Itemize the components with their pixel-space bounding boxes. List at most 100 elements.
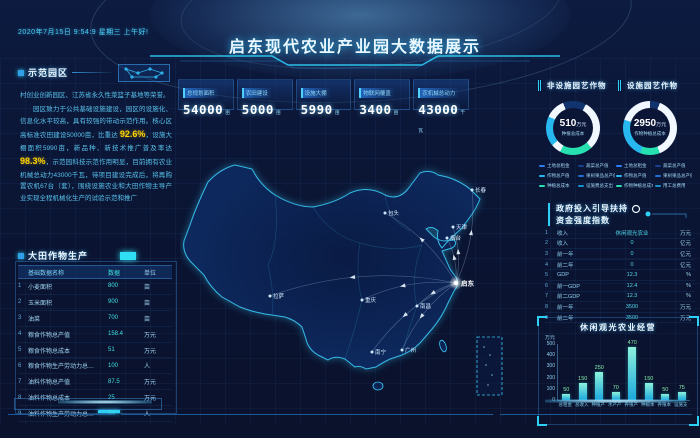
stat-label: 农机械总动力	[418, 88, 459, 98]
flight-line	[371, 282, 457, 353]
legend-marker	[578, 184, 584, 188]
stat-card: 农机械总动力 43000 千瓦	[413, 79, 469, 134]
table-body: 1 小麦面积 800 亩 2 玉米面积 900 亩 3 油菜 700 亩 4 粮食作物总产值 158.4 万元…	[18, 279, 172, 423]
row-unit: 亿元	[679, 241, 691, 248]
donut-center: 510万元 种植总成本	[553, 108, 593, 148]
city-dot-icon	[370, 350, 374, 354]
legend-label: 作物总产值	[624, 173, 647, 178]
donut-panel-title: 非设施园艺作物	[538, 80, 607, 91]
bottom-left-frame-decoration	[14, 398, 162, 410]
legend-label: 土地总租金	[624, 163, 647, 168]
bottom-line-decoration	[8, 414, 115, 415]
table-row: 4 前二年 0 亿元	[545, 260, 695, 271]
bar	[628, 347, 637, 400]
bar	[661, 394, 670, 400]
row-unit: 万元	[679, 304, 691, 311]
paragraph-line: 园区致力于公共基础设施建设，园区的设施化、信息化水平较高，具有较强的带动示范作用…	[20, 104, 172, 204]
flight-line	[384, 212, 457, 284]
table-row: 6 前一GDP 12.4%	[545, 281, 695, 292]
table-row: 3 油菜 700 亩	[18, 311, 172, 327]
city-label: 拉萨	[273, 292, 285, 300]
row-value: 12.3	[626, 272, 638, 279]
flight-arrow-icon	[419, 237, 425, 243]
stat-value-row: 43000 千瓦	[418, 101, 468, 137]
row-index: 3	[18, 315, 22, 322]
legend-item: 果树果品总产值	[655, 173, 692, 179]
gov-title-line2: 资金强度指数	[556, 215, 610, 225]
header-line-decoration	[72, 72, 113, 73]
row-unit: 万元	[144, 332, 157, 339]
row-index: 2	[545, 240, 549, 247]
legend-label: 作物总产值	[547, 173, 570, 178]
legend-item: 土地总租金	[539, 163, 576, 169]
stat-unit: 千瓦	[418, 110, 466, 134]
china-outline	[183, 164, 481, 391]
row-value: 3500	[625, 314, 639, 321]
donut-chart-facility: 2950万元 作物种植总成本	[623, 101, 677, 155]
bar	[677, 391, 686, 400]
flight-arrow-icon	[468, 229, 473, 236]
legend-marker	[655, 184, 661, 188]
legend-item: 设施费总支出	[578, 183, 615, 189]
row-unit: 万元	[144, 348, 157, 355]
row-unit: 人	[144, 364, 151, 371]
x-axis-label: 种植产	[591, 402, 606, 407]
legend-label: 果树果品总产值	[586, 173, 615, 178]
y-tick-label: 400	[546, 352, 555, 359]
row-name: 小麦面积	[28, 284, 53, 291]
bar-value-label: 75	[678, 384, 685, 391]
city-dot-icon	[415, 304, 419, 308]
table-row: 2 收入 0 亿元	[545, 239, 695, 250]
row-unit: 万元	[144, 380, 157, 387]
flight-arrow-icon	[419, 313, 425, 319]
table-row: 5 粮食作物总成本 51 万元	[18, 343, 172, 359]
table-row: 7 前二GDP 12.3%	[545, 292, 695, 303]
gov-header-decoration	[631, 204, 687, 218]
field-crops-table: 基础数据名称 数据 单位 1 小麦面积 800 亩 2 玉米面积 900 亩 3 油菜 700 亩 4 粮…	[18, 265, 172, 423]
row-unit: 万元	[679, 230, 691, 237]
legend-marker	[616, 164, 622, 168]
bar-slot: 150	[641, 376, 656, 400]
bottom-line-decoration	[500, 414, 692, 415]
legend-item: 作物种植总成本	[616, 183, 653, 189]
flight-line	[361, 281, 457, 301]
city-label: 包头	[388, 209, 400, 217]
bar-slot: 50	[559, 387, 574, 400]
legend-label: 用工总费用	[663, 183, 686, 188]
circuit-decoration-icon	[118, 64, 170, 82]
donut-center-value: 2950万元	[633, 118, 667, 129]
row-unit: 万元	[144, 393, 170, 402]
stat-value: 5000	[241, 102, 274, 117]
frame-accent-decoration	[98, 410, 120, 413]
south-china-sea-inset	[476, 336, 503, 396]
stat-value: 3400	[359, 102, 392, 117]
row-value: 800	[108, 283, 119, 290]
row-name: 油料作物总产值	[28, 380, 71, 387]
table-row: 4 粮食作物总产值 158.4 万元	[18, 327, 172, 343]
column-header: 单位	[144, 270, 157, 277]
donut-panel-title: 设施园艺作物	[618, 80, 678, 91]
row-unit: 亩	[144, 300, 151, 307]
city-dot-icon	[400, 348, 404, 352]
row-index: 5	[18, 347, 22, 353]
row-name: 油料作物生产劳动力总…	[28, 412, 95, 419]
bar-value-label: 250	[594, 365, 604, 371]
legend-marker	[655, 164, 661, 168]
y-axis-label: 万元	[545, 335, 556, 341]
row-value: 3500	[625, 303, 639, 310]
row-name: 前一GDP	[557, 283, 580, 290]
table-row: 3 前一年 0 亿元	[545, 249, 695, 260]
legend-item: 作物总产值	[616, 173, 653, 179]
legend-item: 蔬菜总产值	[578, 163, 615, 169]
x-axis-label: 养殖本	[657, 402, 672, 407]
row-name: 前二年	[557, 315, 574, 322]
row-value: 51	[108, 347, 115, 353]
city-label: 天津	[456, 224, 468, 231]
stat-value-row: 5000 亩	[242, 101, 292, 119]
row-value: 158.4	[108, 331, 124, 338]
stat-label: 农田建设	[241, 88, 271, 98]
legend-label: 蔬菜总产值	[586, 163, 609, 168]
bar-slot: 50	[658, 387, 673, 400]
table-header-row: 基础数据名称 数据 单位	[18, 265, 172, 279]
